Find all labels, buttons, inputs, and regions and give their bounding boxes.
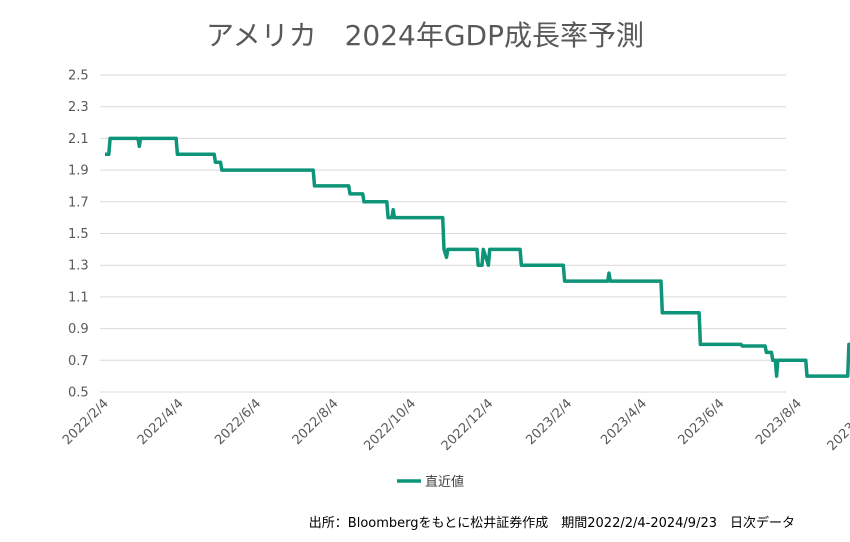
x-tick-label: 2022/8/4 xyxy=(290,396,342,448)
y-tick-label: 0.9 xyxy=(68,322,89,337)
legend: 直近値 xyxy=(397,474,464,490)
y-tick-label: 0.5 xyxy=(68,386,89,401)
series-line xyxy=(105,136,850,378)
series-lines xyxy=(105,136,850,378)
chart-title: アメリカ 2024年GDP成長率予測 xyxy=(205,19,644,52)
x-tick-label: 2023/10/4 xyxy=(825,396,850,454)
gridlines xyxy=(100,74,786,393)
y-tick-label: 0.7 xyxy=(68,354,89,369)
x-tick-label: 2023/2/4 xyxy=(523,396,575,448)
x-tick-label: 2022/12/4 xyxy=(439,396,497,454)
y-tick-label: 1.1 xyxy=(68,290,89,305)
x-tick-label: 2023/6/4 xyxy=(676,396,728,448)
x-tick-label: 2022/6/4 xyxy=(212,396,264,448)
x-tick-label: 2022/4/4 xyxy=(135,396,187,448)
y-tick-label: 1.9 xyxy=(68,164,89,179)
x-tick-label: 2022/2/4 xyxy=(60,396,112,448)
y-tick-label: 2.5 xyxy=(68,69,89,84)
y-tick-label: 2.3 xyxy=(68,100,89,115)
x-axis-labels: 2022/2/4 2022/4/4 2022/6/4 2022/8/4 2022/10/… xyxy=(60,396,850,454)
y-axis-labels: 2.5 2.3 2.1 1.9 1.7 1.5 1.3 1.1 0.9 0.7 0.5 xyxy=(68,69,89,401)
y-tick-label: 1.7 xyxy=(68,195,89,210)
y-tick-label: 1.3 xyxy=(68,259,89,274)
x-tick-label: 2022/10/4 xyxy=(361,396,419,454)
y-tick-label: 2.1 xyxy=(68,132,89,147)
x-tick-label: 2023/4/4 xyxy=(598,396,650,448)
y-tick-label: 1.5 xyxy=(68,227,89,242)
x-tick-label: 2023/8/4 xyxy=(753,396,805,448)
source-note: 出所：Bloombergをもとに松井証券作成 期間2022/2/4-2024/9… xyxy=(308,516,795,531)
legend-label: 直近値 xyxy=(425,474,464,490)
